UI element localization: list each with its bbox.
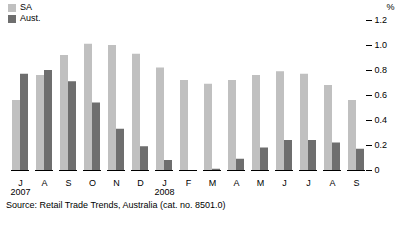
html-text:Aust.: Aust.: [20, 13, 41, 23]
svg-text:A: A: [329, 178, 335, 188]
svg-text:0.4: 0.4: [375, 115, 388, 125]
svg-text:J2007: J2007: [10, 178, 30, 197]
svg-text:O: O: [89, 178, 96, 188]
svg-text:M: M: [257, 178, 265, 188]
svg-text:F: F: [186, 178, 192, 188]
svg-text:S: S: [353, 178, 359, 188]
svg-text:0.8: 0.8: [375, 65, 388, 75]
html-text:Source: Retail Trade Trends, A: Source: Retail Trade Trends, Australia (…: [6, 200, 226, 210]
svg-text:%: %: [386, 2, 394, 12]
svg-text:N: N: [113, 178, 120, 188]
svg-text:M: M: [209, 178, 217, 188]
svg-text:J: J: [306, 178, 311, 188]
svg-text:0.2: 0.2: [375, 140, 388, 150]
svg-text:A: A: [41, 178, 47, 188]
svg-text:0: 0: [375, 165, 380, 175]
svg-text:1.2: 1.2: [375, 15, 388, 25]
svg-text:A: A: [233, 178, 239, 188]
svg-text:1.0: 1.0: [375, 40, 388, 50]
svg-text:J: J: [282, 178, 287, 188]
svg-text:S: S: [65, 178, 71, 188]
svg-text:J2008: J2008: [154, 178, 174, 197]
html-text:SA: SA: [20, 2, 32, 12]
svg-text:D: D: [137, 178, 144, 188]
svg-text:0.6: 0.6: [375, 90, 388, 100]
